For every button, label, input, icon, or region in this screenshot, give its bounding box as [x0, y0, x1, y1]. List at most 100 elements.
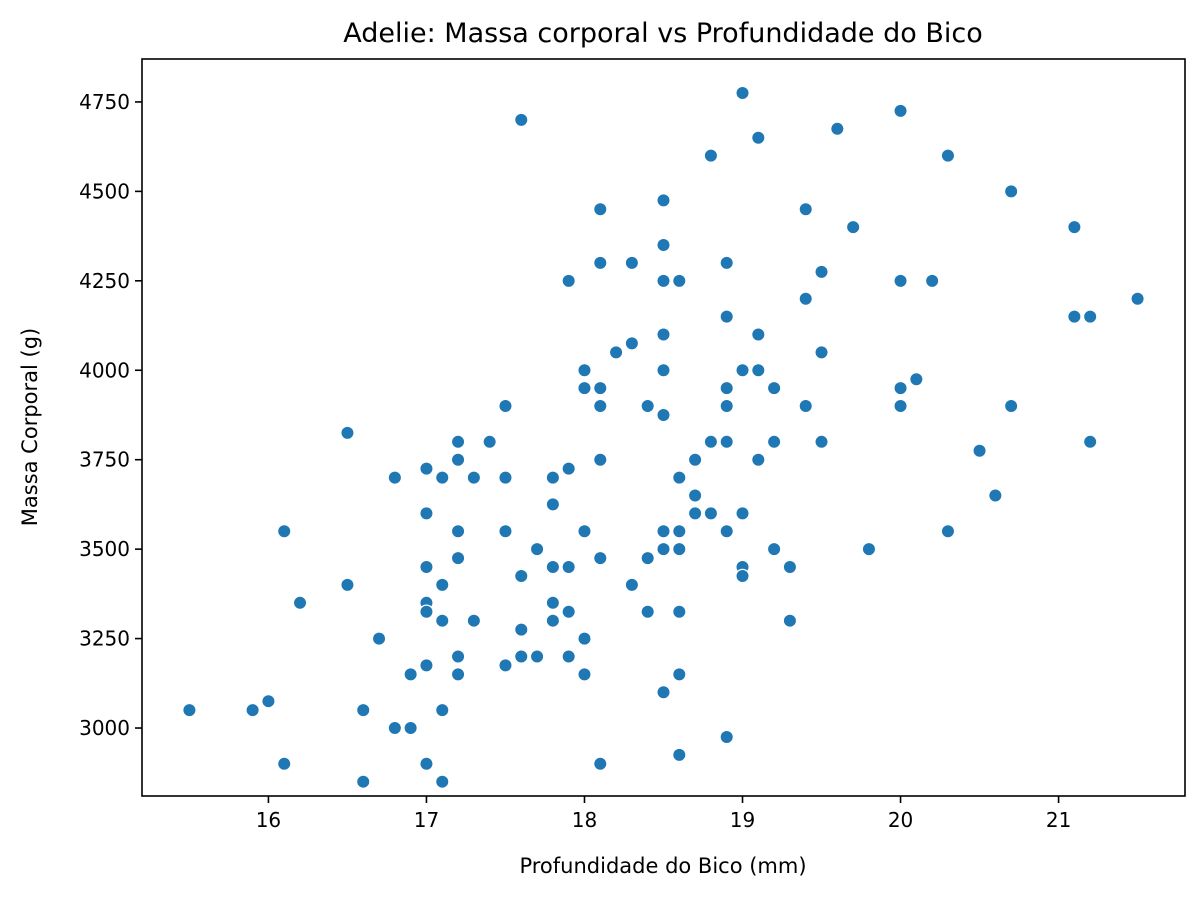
- data-point: [656, 541, 671, 557]
- data-point: [561, 461, 576, 476]
- data-point: [261, 693, 276, 709]
- data-point: [656, 407, 671, 423]
- data-point: [782, 559, 798, 575]
- x-tick-label: 20: [888, 808, 913, 832]
- data-point: [624, 577, 640, 593]
- data-point: [893, 103, 908, 119]
- data-point: [561, 559, 576, 575]
- data-point: [371, 631, 387, 646]
- data-point: [751, 452, 766, 467]
- data-point: [419, 506, 434, 521]
- x-tick-label: 16: [256, 808, 281, 832]
- data-point: [751, 130, 766, 145]
- data-point: [893, 273, 908, 289]
- data-point: [498, 524, 513, 539]
- data-point: [245, 702, 260, 718]
- data-point: [450, 452, 466, 467]
- data-point: [909, 372, 924, 387]
- data-point: [419, 756, 434, 772]
- y-tick-label: 4250: [79, 269, 130, 293]
- data-point: [529, 649, 545, 664]
- data-point: [735, 506, 750, 521]
- data-point: [940, 524, 956, 539]
- data-point: [593, 202, 608, 217]
- x-tick-label: 18: [572, 808, 597, 832]
- data-point: [577, 524, 592, 539]
- data-point: [735, 85, 750, 101]
- data-point: [277, 524, 292, 539]
- data-point: [656, 685, 671, 700]
- data-point: [924, 273, 940, 289]
- data-point: [593, 452, 608, 467]
- data-point: [766, 541, 782, 557]
- data-point: [593, 756, 608, 772]
- data-point: [766, 434, 782, 450]
- data-point: [403, 720, 418, 736]
- data-point: [814, 345, 829, 360]
- data-point: [498, 658, 513, 673]
- data-point: [435, 613, 450, 628]
- data-point: [719, 309, 734, 324]
- data-point: [672, 667, 687, 682]
- data-point: [719, 398, 734, 414]
- y-tick-label: 3000: [79, 716, 130, 740]
- data-point: [656, 193, 671, 208]
- data-point: [798, 291, 813, 306]
- data-point: [577, 363, 592, 378]
- data-point: [672, 747, 687, 763]
- data-point: [1067, 309, 1082, 324]
- data-point: [640, 604, 655, 619]
- data-point: [766, 380, 782, 396]
- data-point: [687, 506, 703, 521]
- data-point: [751, 363, 766, 378]
- points-group: [182, 85, 1145, 789]
- data-point: [435, 774, 450, 789]
- data-point: [1003, 398, 1019, 414]
- data-point: [640, 550, 655, 566]
- data-point: [561, 604, 576, 619]
- data-point: [435, 577, 450, 593]
- y-tick-label: 3500: [79, 537, 130, 561]
- data-point: [1003, 184, 1019, 199]
- data-point: [419, 461, 434, 476]
- data-point: [593, 380, 608, 396]
- data-point: [435, 702, 450, 718]
- data-point: [561, 273, 576, 289]
- x-tick-label: 19: [730, 808, 755, 832]
- data-point: [972, 443, 987, 458]
- data-point: [656, 327, 671, 342]
- data-point: [624, 336, 640, 351]
- data-point: [1082, 309, 1098, 324]
- data-point: [545, 595, 561, 611]
- data-point: [450, 649, 466, 664]
- data-point: [450, 524, 466, 539]
- data-point: [814, 434, 829, 450]
- data-point: [593, 255, 608, 271]
- x-tick-label: 21: [1046, 808, 1071, 832]
- data-point: [672, 541, 687, 557]
- data-point: [703, 434, 719, 450]
- data-point: [545, 613, 561, 628]
- data-point: [435, 470, 450, 485]
- y-tick-label: 4500: [79, 179, 130, 203]
- data-point: [466, 613, 482, 628]
- data-point: [577, 667, 592, 682]
- data-point: [182, 702, 197, 718]
- data-point: [292, 595, 308, 611]
- data-point: [561, 649, 576, 664]
- data-point: [545, 559, 561, 575]
- data-point: [798, 398, 813, 414]
- data-point: [529, 541, 545, 557]
- data-point: [656, 363, 671, 378]
- data-point: [482, 434, 497, 450]
- data-point: [419, 658, 434, 673]
- data-point: [277, 756, 292, 772]
- data-point: [719, 524, 734, 539]
- data-point: [830, 121, 845, 136]
- data-point: [687, 452, 703, 467]
- data-point: [782, 613, 798, 628]
- data-point: [340, 425, 355, 441]
- y-axis-label: Massa Corporal (g): [18, 328, 42, 526]
- data-point: [608, 345, 624, 360]
